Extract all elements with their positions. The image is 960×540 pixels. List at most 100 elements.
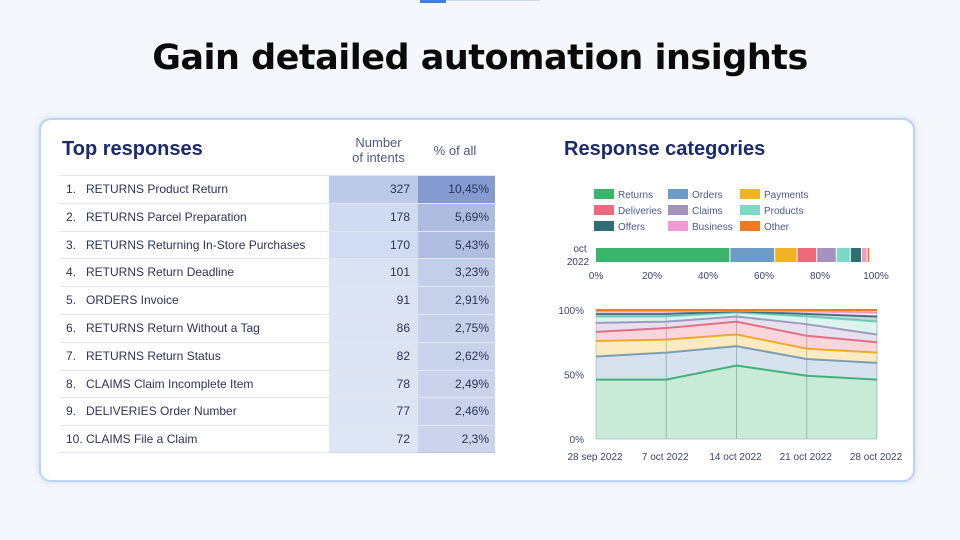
pct-cell-shade — [418, 398, 495, 426]
count-cell-shade — [329, 398, 418, 426]
response-name: CLAIMS File a Claim — [86, 432, 198, 447]
intent-count: 170 — [389, 237, 410, 252]
count-cell-shade — [329, 203, 418, 231]
legend-item: Deliveries — [594, 205, 662, 217]
table-row: 2. RETURNS Parcel Preparation 178 5,69% — [59, 202, 495, 231]
intent-percent: 10,45% — [448, 182, 489, 196]
count-cell-shade — [329, 342, 418, 370]
top-responses-table: 1. RETURNS Product Return 327 10,45% 2. RETUR… — [59, 175, 495, 454]
col-header-intents: Number of intents — [336, 135, 421, 165]
response-name: RETURNS Parcel Preparation — [86, 209, 247, 224]
pct-cell-shade — [418, 176, 495, 203]
intent-count: 86 — [396, 320, 410, 335]
response-categories-title: Response categories — [564, 138, 766, 160]
response-label: 9. DELIVERIES Order Number — [66, 398, 237, 425]
count-cell-shade — [329, 287, 418, 315]
response-label: 4. RETURNS Return Deadline — [66, 259, 234, 286]
pct-cell-shade — [418, 231, 495, 259]
legend-swatch — [594, 221, 614, 231]
legend-label: Deliveries — [618, 206, 662, 217]
table-row: 4. RETURNS Return Deadline 101 3,23% — [59, 258, 495, 287]
pct-cell-shade — [418, 370, 495, 398]
legend-label: Returns — [618, 190, 654, 201]
table-row: 7. RETURNS Return Status 82 2,62% — [59, 341, 495, 370]
top-responses-title: Top responses — [62, 138, 203, 160]
legend-swatch — [740, 205, 760, 215]
intent-percent: 5,43% — [454, 237, 489, 252]
table-row: 6. RETURNS Return Without a Tag 86 2,75% — [59, 313, 495, 342]
pct-cell-shade — [418, 287, 495, 315]
pct-cell-shade — [418, 426, 495, 454]
legend-label: Other — [764, 222, 790, 233]
response-index: 6. — [66, 320, 77, 335]
response-index: 1. — [66, 182, 77, 196]
intent-percent: 2,91% — [454, 293, 489, 308]
legend-swatch — [594, 189, 614, 199]
intent-percent: 2,49% — [454, 376, 489, 391]
col-header-intents-line1: Number — [355, 135, 402, 150]
response-index: 3. — [66, 237, 77, 252]
legend-item: Claims — [668, 205, 723, 217]
count-cell-shade — [329, 176, 418, 203]
table-row: 9. DELIVERIES Order Number 77 2,46% — [59, 397, 495, 426]
legend-item: Business — [668, 221, 733, 233]
table-row: 5. ORDERS Invoice 91 2,91% — [59, 286, 495, 315]
table-row: 3. RETURNS Returning In-Store Purchases 17… — [59, 230, 495, 259]
legend-label: Orders — [692, 190, 723, 201]
legend-label: Products — [764, 206, 804, 217]
legend-item: Other — [740, 221, 789, 233]
response-label: 10. CLAIMS File a Claim — [66, 426, 197, 453]
response-name: RETURNS Return Status — [86, 348, 221, 363]
pct-cell-shade — [418, 314, 495, 342]
response-name: RETURNS Product Return — [86, 182, 229, 196]
intent-percent: 3,23% — [454, 265, 489, 280]
count-cell-shade — [329, 370, 418, 398]
pct-cell-shade — [418, 259, 495, 287]
intent-percent: 2,46% — [454, 404, 489, 419]
response-name: RETURNS Returning In-Store Purchases — [86, 237, 306, 252]
legend-swatch — [740, 221, 760, 231]
response-label: 3. RETURNS Returning In-Store Purchases — [66, 232, 305, 259]
page-headline: Gain detailed automation insights — [152, 38, 808, 78]
response-label: 6. RETURNS Return Without a Tag — [66, 315, 260, 342]
response-index: 7. — [66, 348, 77, 363]
table-row: 10. CLAIMS File a Claim 72 2,3% — [59, 425, 495, 454]
col-header-intents-line2: of intents — [352, 150, 405, 165]
legend-item: Returns — [594, 189, 653, 201]
legend-label: Payments — [764, 190, 809, 201]
top-accent-bar — [420, 0, 446, 3]
intent-count: 101 — [389, 265, 410, 280]
table-row: 8. CLAIMS Claim Incomplete Item 78 2,49% — [59, 369, 495, 398]
legend-item: Products — [740, 205, 803, 217]
legend-label: Offers — [618, 222, 646, 233]
legend-swatch — [594, 205, 614, 215]
insights-card: Top responses Number of intents % of all… — [39, 118, 915, 482]
intent-count: 77 — [396, 404, 410, 419]
response-index: 10. — [66, 432, 83, 447]
legend-swatch — [740, 189, 760, 199]
intent-count: 91 — [396, 293, 410, 308]
intent-count: 327 — [389, 182, 410, 196]
response-name: ORDERS Invoice — [86, 293, 179, 308]
count-cell-shade — [329, 259, 418, 287]
intent-count: 78 — [396, 376, 410, 391]
response-index: 8. — [66, 376, 77, 391]
response-label: 2. RETURNS Parcel Preparation — [66, 204, 247, 231]
col-header-pct: % of all — [433, 143, 477, 158]
response-label: 1. RETURNS Product Return — [66, 176, 228, 203]
intent-count: 72 — [396, 432, 410, 447]
legend-swatch — [668, 221, 688, 231]
response-index: 5. — [66, 293, 77, 308]
count-cell-shade — [329, 426, 418, 454]
intent-count: 178 — [389, 209, 410, 224]
response-label: 8. CLAIMS Claim Incomplete Item — [66, 371, 253, 398]
response-label: 7. RETURNS Return Status — [66, 343, 221, 370]
response-index: 4. — [66, 265, 77, 280]
response-label: 5. ORDERS Invoice — [66, 287, 179, 314]
legend-swatch — [668, 189, 688, 199]
legend-label: Claims — [692, 206, 723, 217]
count-cell-shade — [329, 314, 418, 342]
top-accent-line — [446, 0, 540, 1]
legend-item: Orders — [668, 189, 723, 201]
count-cell-shade — [329, 231, 418, 259]
